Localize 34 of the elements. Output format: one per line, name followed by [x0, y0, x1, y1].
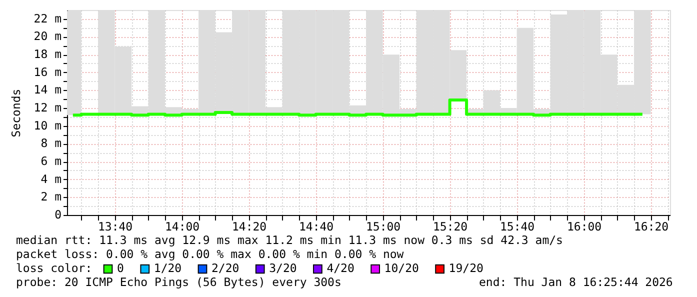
- x-tick-label: 14:00: [164, 220, 200, 234]
- legend-label: 3/20: [269, 261, 297, 275]
- y-tick-label: 4 m: [40, 172, 62, 186]
- y-tick-label: 2 m: [40, 190, 62, 204]
- y-tick-label: 16 m: [34, 64, 62, 79]
- x-tick-label: 16:00: [566, 220, 602, 234]
- text: probe: 20 ICMP Echo Pings (56 Bytes) every 300s: [16, 275, 342, 289]
- legend-title: loss color:: [16, 261, 92, 275]
- y-tick-label: 12 m: [34, 100, 62, 115]
- y-axis-title: Seconds: [8, 88, 23, 138]
- y-tick-label: 8 m: [40, 136, 62, 150]
- legend-label: 0: [117, 261, 124, 275]
- y-tick-label: 10 m: [34, 118, 62, 132]
- y-tick-label: 14 m: [34, 82, 62, 97]
- legend-label: 1/20: [154, 261, 182, 275]
- legend-label: 10/20: [384, 261, 419, 275]
- x-tick-label: 16:20: [634, 220, 669, 234]
- y-tick-label: 20 m: [34, 29, 62, 44]
- y-tick-label: 0: [54, 208, 62, 222]
- x-tick-label: 15:40: [500, 220, 535, 234]
- y-tick-label: 18 m: [34, 47, 62, 62]
- text: median rtt: 11.3 ms avg 12.9 ms max 11.2 ms min 11.3 ms now 0.3 ms sd 42.3 am/s: [16, 233, 563, 247]
- text: end: Thu Jan 8 16:25:44 2026: [479, 275, 673, 289]
- x-tick-label: 15:20: [432, 220, 468, 234]
- legend-label: 19/20: [448, 261, 484, 275]
- x-tick-label: 14:20: [232, 220, 267, 234]
- legend-label: 2/20: [212, 261, 240, 275]
- y-tick-label: 6 m: [40, 154, 62, 168]
- legend-label: 4/20: [326, 261, 354, 275]
- y-tick-label: 22 m: [34, 11, 62, 26]
- x-tick-label: 13:40: [98, 220, 133, 234]
- x-tick-label: 15:00: [366, 220, 401, 234]
- text: packet loss: 0.00 % avg 0.00 % max 0.00 % min 0.00 % now: [16, 247, 404, 261]
- x-tick-label: 14:40: [298, 220, 334, 234]
